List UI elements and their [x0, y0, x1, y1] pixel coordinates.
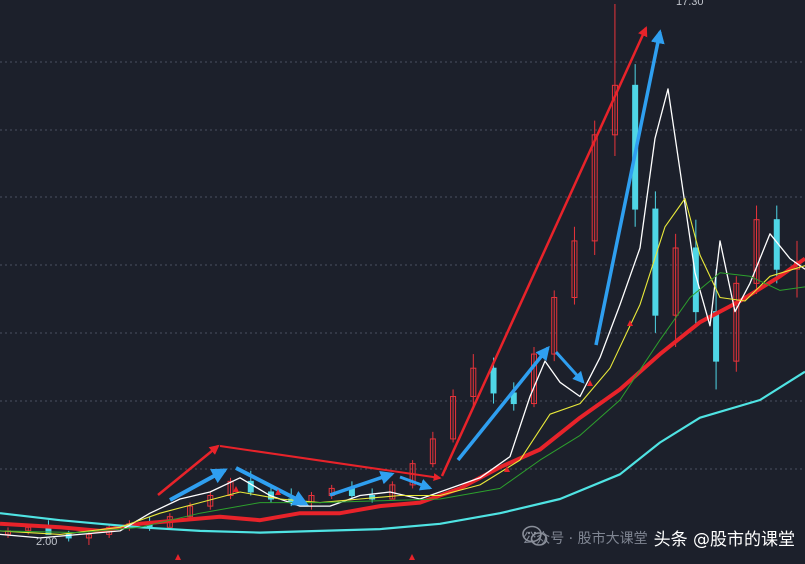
candle-26	[531, 346, 537, 408]
candle-body-29	[591, 134, 598, 242]
candle-body-22	[450, 395, 457, 440]
candle-body-9	[187, 505, 194, 518]
candle-23	[470, 354, 477, 408]
candle-33	[672, 233, 679, 347]
candle-16	[328, 484, 335, 500]
candle-22	[450, 389, 457, 443]
candle-body-11	[227, 480, 234, 496]
ma-line-1	[0, 370, 805, 534]
high-price-label: 17.30	[676, 0, 704, 8]
candle-36	[733, 276, 740, 372]
candle-0	[5, 527, 11, 538]
candle-30	[611, 4, 618, 157]
trend-arrow-0	[157, 444, 220, 496]
ma-line-3	[0, 197, 805, 535]
candle-34	[692, 219, 699, 326]
trend-arrow-2	[440, 26, 648, 477]
candle-27	[551, 290, 558, 362]
ma-line-2	[0, 88, 805, 539]
candle-15	[308, 491, 315, 510]
signal-marker-4	[627, 320, 633, 326]
trend-arrow-4	[235, 466, 309, 506]
candle-body-33	[672, 247, 679, 316]
trend-arrow-8	[554, 350, 585, 384]
signal-marker-6	[275, 489, 281, 495]
signal-marker-5	[233, 486, 239, 492]
candle-body-21	[429, 438, 436, 465]
candle-11	[227, 477, 234, 500]
candles	[5, 4, 800, 545]
candle-32	[652, 191, 659, 333]
candle-body-34	[692, 247, 699, 313]
candle-body-35	[713, 311, 720, 362]
trend-arrow-3	[169, 468, 228, 502]
trend-arrow-9	[594, 29, 665, 346]
signal-marker-1	[409, 554, 415, 560]
candle-body-26	[531, 353, 537, 405]
candle-body-23	[470, 367, 477, 397]
watermark-dim: 公众号 · 股市大课堂	[522, 530, 648, 547]
candle-21	[429, 431, 436, 468]
candle-body-32	[652, 208, 659, 316]
signal-marker-2	[504, 466, 510, 472]
candle-body-24	[490, 367, 497, 394]
candle-body-12	[247, 480, 254, 493]
candle-body-36	[733, 282, 740, 362]
candle-18	[369, 488, 376, 503]
trend-arrow-6	[399, 475, 433, 491]
signal-marker-0	[175, 554, 181, 560]
low-price-label: 2.00	[36, 536, 57, 548]
candle-body-30	[611, 84, 618, 136]
trend-arrow-7	[456, 345, 550, 462]
grid	[0, 61, 805, 470]
wechat-icon	[522, 525, 548, 546]
candle-body-37	[753, 219, 760, 284]
candle-17	[348, 481, 355, 500]
watermark: 公众号 · 股市大课堂 头条 @股市的课堂	[522, 525, 795, 550]
candle-body-4	[85, 533, 92, 539]
candle-body-27	[551, 296, 558, 355]
candle-body-28	[571, 240, 578, 298]
signal-marker-3	[587, 380, 593, 386]
trend-arrow-5	[329, 470, 395, 497]
moving-averages	[0, 88, 805, 539]
ma-line-0	[0, 256, 805, 533]
ma-line-4	[0, 272, 805, 534]
trend-arrows	[157, 26, 665, 560]
watermark-text: 头条 @股市的课堂	[653, 530, 795, 550]
trend-arrow-1	[219, 445, 442, 482]
candle-28	[571, 226, 578, 305]
